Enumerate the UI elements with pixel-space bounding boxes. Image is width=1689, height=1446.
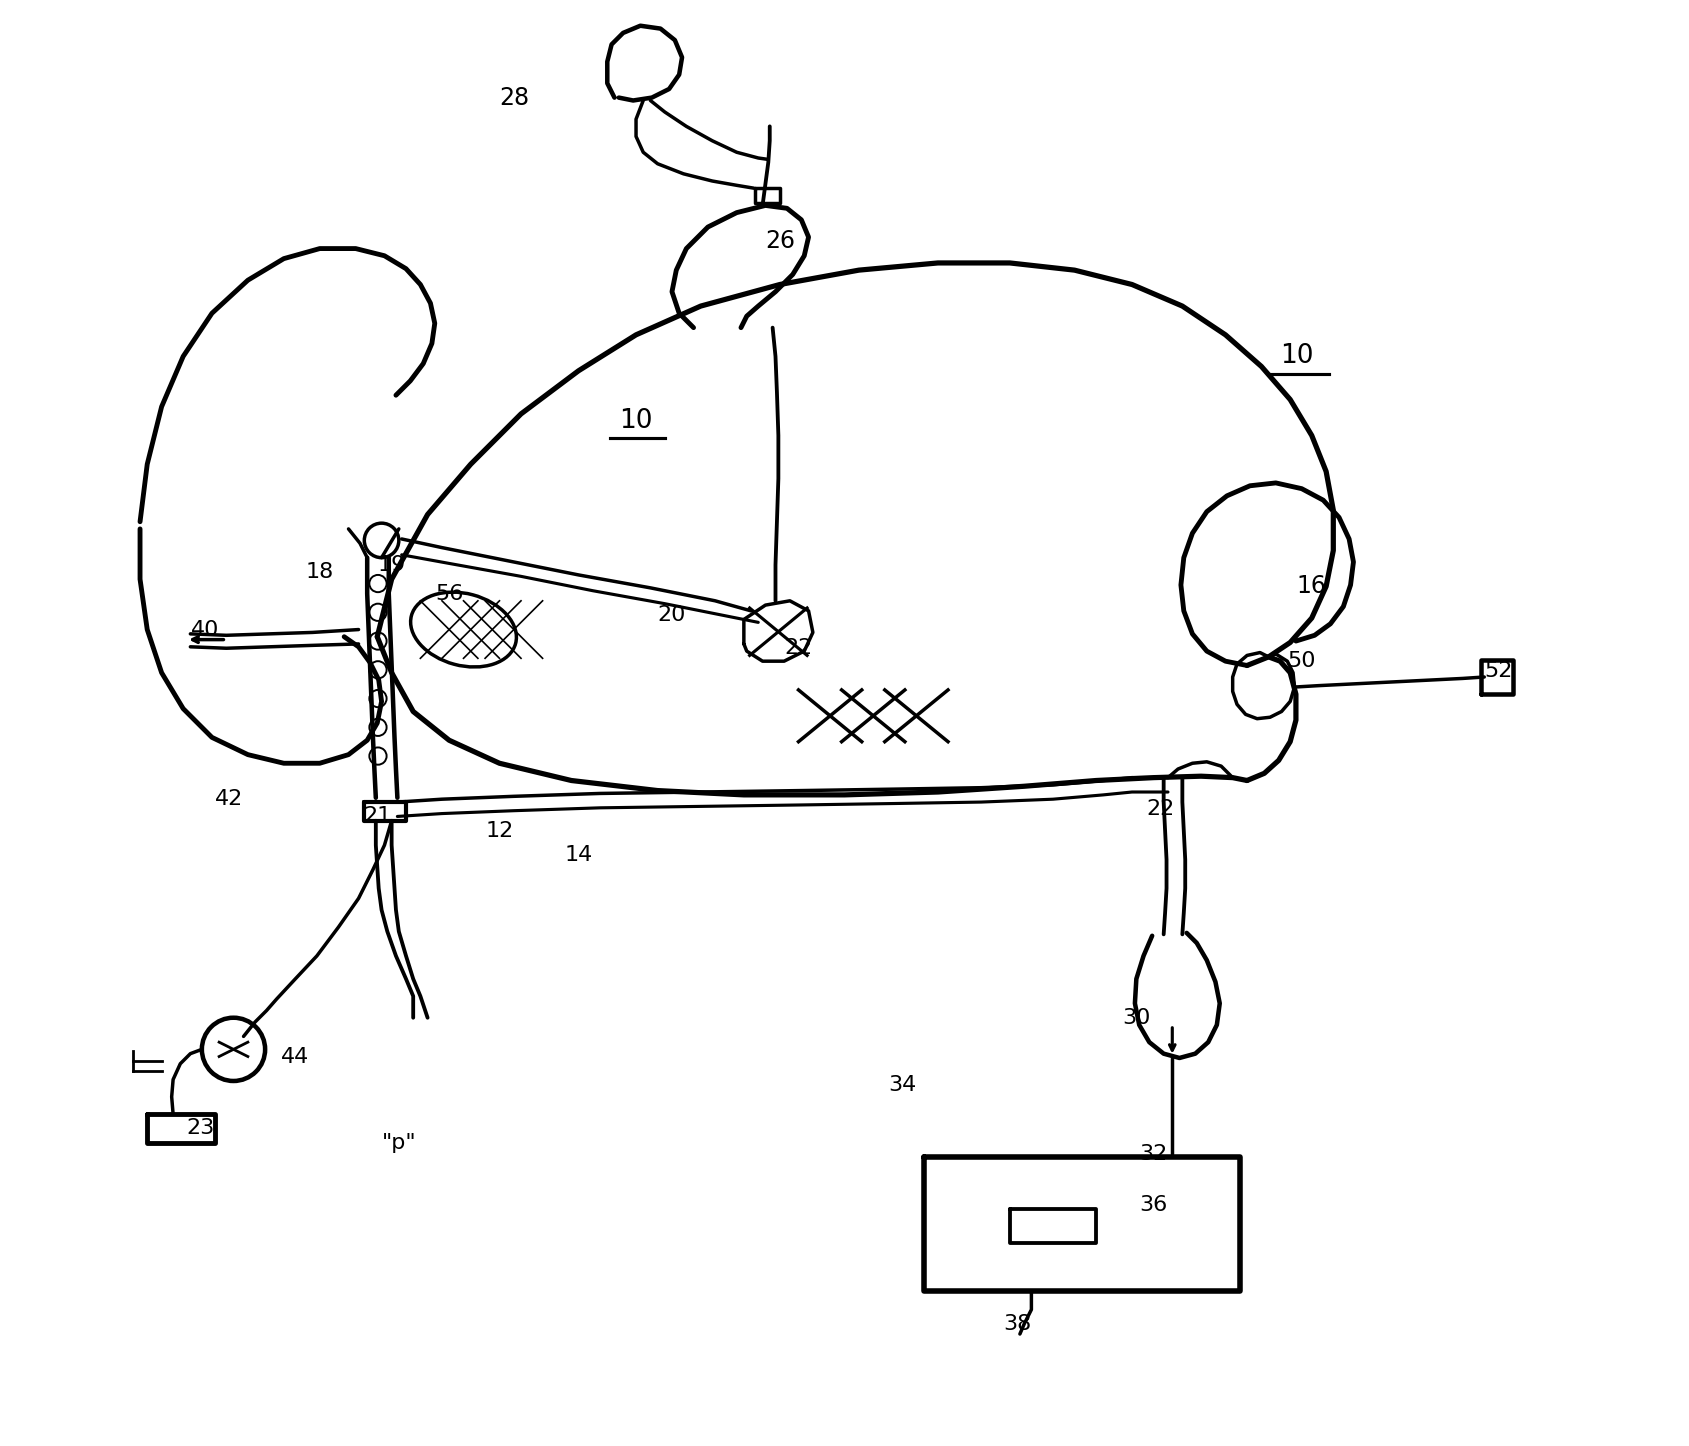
Text: "p": "p" <box>382 1132 415 1152</box>
Text: 19: 19 <box>378 555 405 576</box>
Text: 34: 34 <box>888 1076 915 1095</box>
Text: 12: 12 <box>485 821 513 840</box>
Text: 56: 56 <box>436 584 463 603</box>
Text: 50: 50 <box>1287 651 1316 671</box>
Text: 22: 22 <box>1147 800 1176 820</box>
Text: 10: 10 <box>1280 343 1314 369</box>
Text: 16: 16 <box>1297 574 1326 599</box>
Text: 21: 21 <box>363 807 392 827</box>
Text: 44: 44 <box>280 1047 309 1067</box>
Text: 20: 20 <box>657 606 686 625</box>
Text: 10: 10 <box>620 408 652 434</box>
Text: 32: 32 <box>1140 1144 1167 1164</box>
Text: 38: 38 <box>1003 1314 1032 1335</box>
Text: 26: 26 <box>765 230 796 253</box>
Text: 23: 23 <box>186 1118 215 1138</box>
Text: 52: 52 <box>1485 661 1513 681</box>
Text: 22: 22 <box>784 638 812 658</box>
Text: 36: 36 <box>1140 1194 1167 1215</box>
Text: 14: 14 <box>564 846 593 865</box>
Ellipse shape <box>410 591 517 667</box>
Text: 40: 40 <box>191 619 220 639</box>
Text: 42: 42 <box>215 790 243 810</box>
Text: 18: 18 <box>306 562 334 583</box>
Text: 28: 28 <box>498 85 529 110</box>
Text: 30: 30 <box>1121 1008 1150 1028</box>
